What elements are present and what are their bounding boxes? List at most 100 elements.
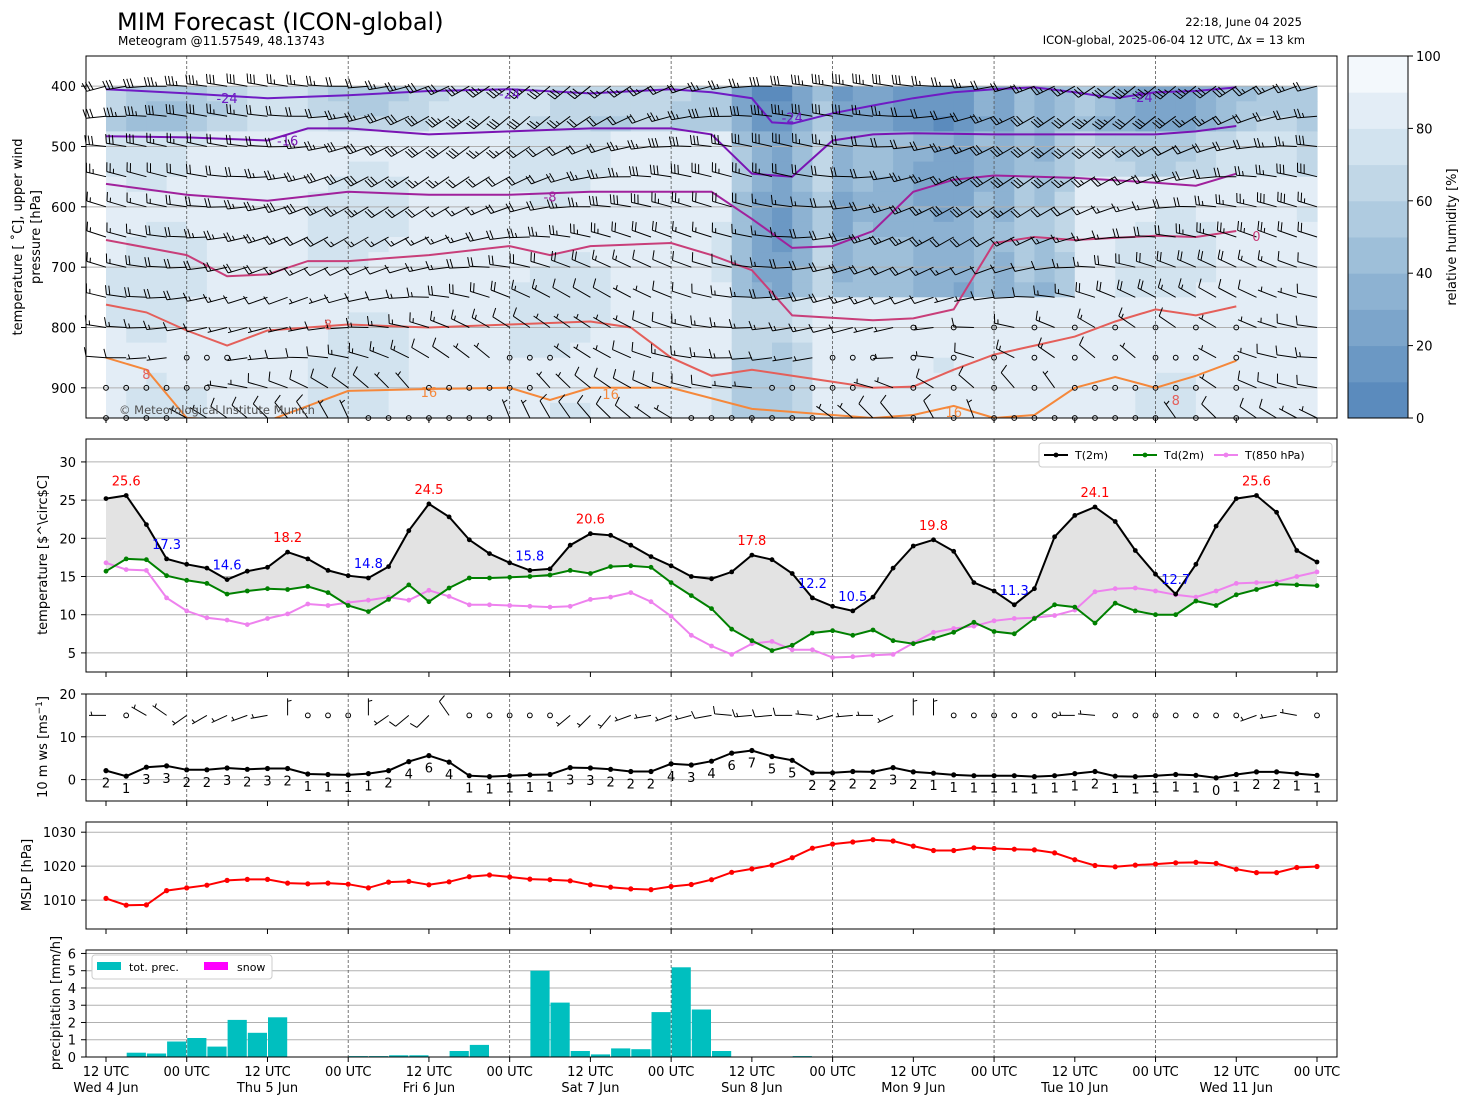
wind-barb (344, 206, 369, 218)
calm-circle (325, 712, 331, 719)
wind-barb (405, 146, 430, 158)
wind-barb (145, 225, 167, 238)
extreme-label: 14.6 (213, 559, 242, 574)
wind-barb (126, 354, 147, 360)
humidity-cell (529, 267, 551, 283)
humidity-cell (206, 312, 228, 329)
humidity-cell (206, 116, 228, 132)
humidity-cell (550, 402, 571, 418)
wind-barb (1151, 172, 1176, 183)
humidity-cell (973, 327, 995, 344)
humidity-cell (1216, 191, 1237, 208)
wind-barb (348, 342, 369, 359)
humidity-cell (1135, 312, 1157, 329)
wind-barb (164, 226, 187, 238)
wind-barb (586, 85, 611, 99)
wind-barb (593, 367, 611, 389)
humidity-cell (267, 176, 289, 193)
humidity-cell (1115, 402, 1136, 418)
wind-barb (506, 146, 531, 159)
wind-speed-label: 1 (950, 781, 958, 796)
wind-barb (223, 199, 248, 210)
humidity-cell (307, 221, 329, 238)
wind-barb (425, 206, 450, 218)
wind-barb (1163, 400, 1177, 419)
humidity-cell (852, 206, 874, 223)
humidity-cell (489, 161, 511, 178)
humidity-cell (267, 221, 289, 238)
wind-frame (85, 693, 1338, 802)
humidity-cell (206, 372, 228, 389)
humidity-cell (489, 131, 511, 148)
humidity-cell (913, 221, 935, 238)
wind-barb (166, 132, 187, 147)
humidity-cell (610, 131, 632, 148)
humidity-cell (651, 146, 672, 163)
wind-barb (344, 266, 369, 276)
wind-barb (204, 198, 228, 208)
data-point (951, 548, 957, 554)
humidity-cell (489, 297, 511, 313)
wind-barb (831, 134, 853, 147)
wind-barb (465, 85, 490, 98)
humidity-cell (651, 101, 672, 117)
humidity-cell (691, 131, 713, 148)
wind-barb (632, 285, 652, 298)
humidity-cell (1296, 161, 1318, 178)
calm-circle (829, 384, 836, 391)
humidity-cell (1256, 176, 1278, 193)
humidity-cell (973, 221, 995, 238)
wind-barb (1239, 397, 1257, 419)
xtick-label: 00 UTC (971, 1065, 1017, 1080)
humidity-cell (1034, 221, 1056, 238)
wind-barb (851, 104, 874, 117)
data-point (668, 883, 674, 890)
humidity-cell (731, 146, 753, 163)
wind-barb (352, 366, 369, 389)
wind-barb (1232, 114, 1257, 124)
wind-barb (308, 296, 329, 304)
humidity-cell (146, 282, 168, 298)
humidity-cell (1276, 387, 1298, 404)
humidity-cell (287, 252, 309, 268)
humidity-cell (933, 372, 955, 389)
data-point (406, 582, 412, 588)
calm-circle (1112, 712, 1119, 719)
humidity-cell (1014, 116, 1036, 132)
wind-barb (263, 202, 288, 213)
humidity-cell (449, 131, 470, 148)
humidity-cell (651, 387, 672, 404)
wind-barb (729, 105, 752, 117)
humidity-cell (247, 206, 269, 223)
humidity-cell (146, 267, 168, 283)
wind-barb (445, 115, 470, 129)
humidity-cell (1014, 206, 1036, 223)
humidity-cell (973, 372, 995, 389)
data-point (144, 557, 149, 563)
humidity-cell (1135, 206, 1157, 223)
humidity-cell (449, 327, 470, 344)
humidity-cell (1216, 131, 1237, 148)
humidity-cell (671, 101, 692, 117)
humidity-cell (1135, 342, 1157, 359)
data-point (1032, 586, 1037, 592)
humidity-cell (1014, 101, 1036, 117)
humidity-cell (893, 252, 914, 268)
humidity-cell (873, 297, 894, 313)
data-point (507, 560, 513, 566)
humidity-cell (1296, 297, 1318, 313)
humidity-cell (1074, 297, 1096, 313)
wind-barb (1035, 310, 1055, 328)
humidity-cell (590, 146, 612, 163)
humidity-cell (1054, 357, 1076, 374)
humidity-cell (1276, 402, 1298, 418)
humidity-cell (1276, 146, 1298, 163)
humidity-cell (328, 191, 349, 208)
humidity-cell (348, 161, 369, 178)
ytick-label: 1020 (43, 860, 76, 875)
calm-circle (1193, 324, 1199, 331)
calm-circle (547, 354, 553, 361)
calm-circle (1193, 384, 1199, 391)
wind-barb (296, 394, 309, 419)
humidity-cell (328, 237, 349, 253)
